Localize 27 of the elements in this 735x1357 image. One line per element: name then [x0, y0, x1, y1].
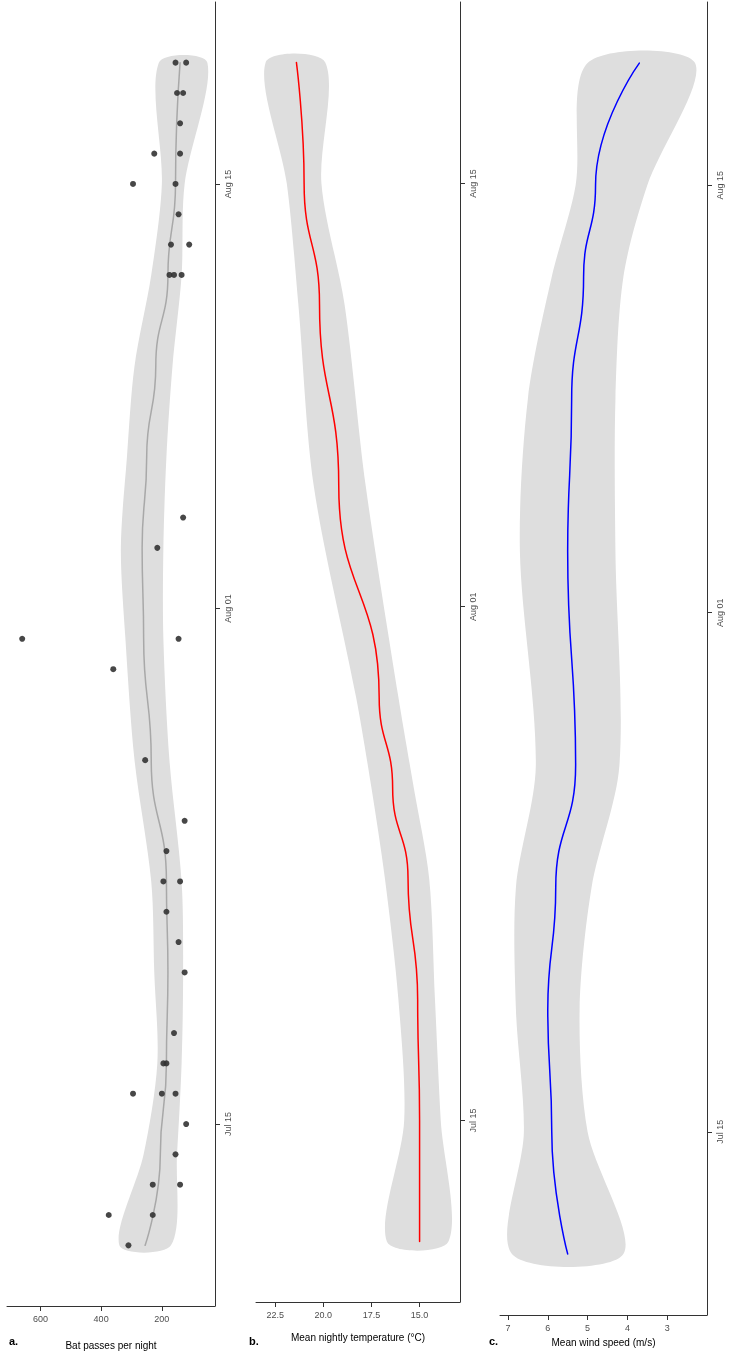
- y-tick-label: Aug 01: [467, 592, 478, 621]
- x-tick-label: 20.0: [314, 1309, 333, 1320]
- text: b.: [249, 1334, 259, 1347]
- x-tick-label: 400: [93, 1313, 109, 1324]
- x-tick-label: 15.0: [410, 1309, 429, 1320]
- y-tick-label: Aug 15: [467, 169, 478, 198]
- y-tick-label: Aug 15: [714, 170, 725, 200]
- y-tick-label: Aug 01: [222, 594, 233, 623]
- y-tick-label: Jul 15: [714, 1119, 725, 1144]
- y-tick-label: Jul 15: [467, 1108, 478, 1133]
- x-axis-title: Mean wind speed (m/s): [551, 1336, 656, 1348]
- y-tick-label: Aug 15: [222, 169, 233, 199]
- x-tick-label: 6: [545, 1322, 551, 1333]
- y-tick-label: Jul 15: [222, 1112, 233, 1137]
- x-tick-label: 3: [664, 1322, 670, 1333]
- x-tick-label: 600: [32, 1313, 48, 1324]
- text: a.: [9, 1334, 19, 1347]
- x-axis-title: Mean nightly temperature (°C): [290, 1331, 426, 1343]
- text: c.: [489, 1334, 499, 1347]
- x-tick-label: 17.5: [362, 1309, 381, 1320]
- x-tick-label: 4: [624, 1322, 630, 1333]
- x-tick-label: 5: [585, 1322, 591, 1333]
- x-axis-title: Bat passes per night: [65, 1339, 157, 1351]
- x-tick-label: 22.5: [266, 1309, 285, 1320]
- y-tick-label: Aug 01: [714, 598, 725, 627]
- x-tick-label: 7: [505, 1322, 511, 1333]
- x-tick-label: 200: [154, 1313, 170, 1324]
